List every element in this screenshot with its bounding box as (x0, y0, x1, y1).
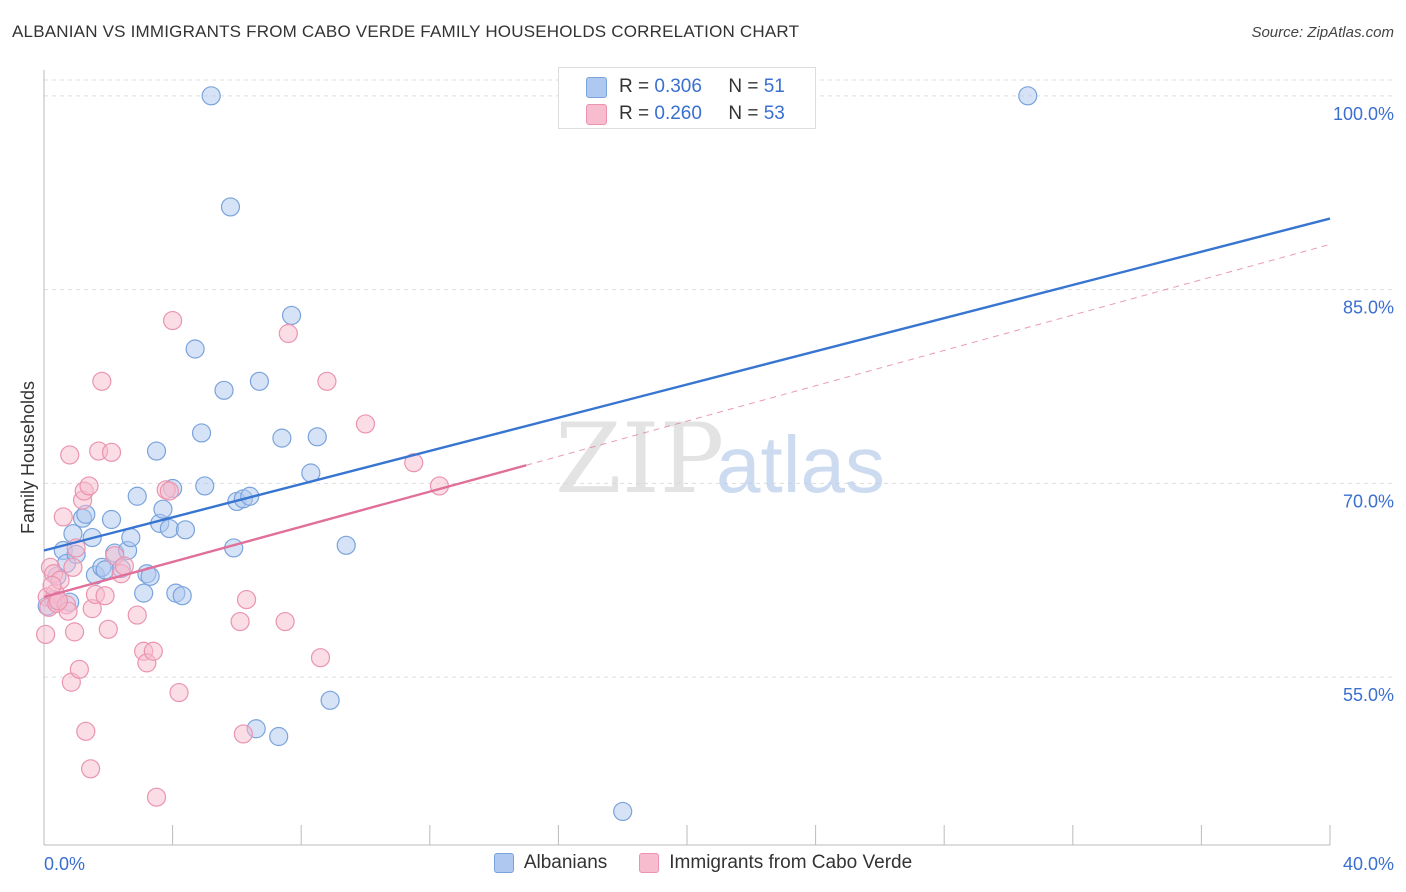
albanians-point (172, 586, 192, 606)
albanians-point (134, 583, 154, 603)
albanians-point (281, 305, 302, 326)
caboverde-point (278, 323, 298, 344)
albanians-point (127, 486, 147, 506)
caboverde-point (92, 371, 112, 391)
caboverde-point (355, 414, 376, 434)
y-tick-label: 70.0% (1343, 491, 1394, 511)
albanians-point (336, 535, 356, 555)
caboverde-point (317, 371, 337, 391)
albanians-r-value: 0.306 (654, 76, 702, 97)
albanians-point (159, 518, 179, 539)
caboverde-point (275, 611, 295, 632)
albanians-point (101, 509, 122, 530)
stats-legend: R = 0.306 N = 51 R = 0.260 N = 53 (558, 67, 816, 129)
caboverde-point (36, 624, 56, 645)
caboverde-point (230, 611, 250, 632)
albanians-point (269, 726, 289, 747)
watermark-zip: ZIP (555, 403, 724, 515)
legend-item-albanians[interactable]: Albanians (493, 852, 608, 874)
caboverde-n-label: N = (728, 103, 759, 124)
caboverde-point (63, 557, 83, 577)
albanians-point (201, 86, 221, 106)
caboverde-point (429, 476, 450, 496)
bottom-legend: Albanians Immigrants from Cabo Verde (0, 852, 1406, 874)
albanians-n-label: N = (728, 76, 759, 97)
albanians-trend-line (43, 217, 1331, 552)
y-tick-label: 85.0% (1343, 298, 1394, 318)
albanians-n-value: 51 (763, 76, 785, 97)
albanians-r-label: R = (619, 76, 650, 97)
y-tick-label: 100.0% (1333, 104, 1394, 124)
albanians-point (195, 476, 215, 496)
legend-label-albanians: Albanians (523, 852, 608, 873)
albanians-point (214, 380, 234, 400)
caboverde-point (60, 445, 80, 465)
caboverde-trend-extension (526, 243, 1331, 466)
caboverde-point (233, 724, 253, 744)
y-axis-label: Family Households (18, 381, 38, 534)
caboverde-point (101, 442, 122, 462)
source-label: Source: ZipAtlas.com (1251, 24, 1394, 41)
caboverde-r-value: 0.260 (654, 103, 702, 124)
caboverde-n-value: 53 (763, 103, 785, 124)
albanians-point (272, 428, 292, 448)
albanians-point (1018, 86, 1038, 106)
caboverde-point (95, 586, 115, 606)
caboverde-point (146, 787, 167, 807)
caboverde-point (53, 507, 73, 527)
albanians-point (121, 527, 141, 548)
caboverde-point (79, 476, 99, 496)
caboverde-point (310, 648, 331, 668)
caboverde-point (81, 759, 101, 779)
caboverde-point (163, 310, 183, 331)
chart-title: ALBANIAN VS IMMIGRANTS FROM CABO VERDE F… (12, 22, 800, 41)
albanians-point (307, 427, 327, 447)
albanians-point (613, 801, 633, 822)
watermark-atlas: atlas (716, 420, 885, 509)
caboverde-r-label: R = (619, 103, 650, 124)
caboverde-swatch (586, 103, 607, 125)
caboverde-point (76, 721, 96, 741)
caboverde-trend-line (43, 464, 527, 599)
albanians-point (191, 423, 212, 443)
caboverde-point (169, 682, 189, 703)
albanians-point (320, 690, 340, 710)
albanians-point (220, 197, 241, 217)
legend-swatch-caboverde (639, 853, 660, 873)
caboverde-point (69, 659, 89, 679)
caboverde-point (98, 619, 118, 639)
albanians-point (249, 371, 270, 391)
caboverde-point (127, 605, 147, 625)
albanians-point (185, 339, 205, 359)
caboverde-point (143, 641, 163, 661)
legend-label-caboverde: Immigrants from Cabo Verde (669, 852, 913, 873)
caboverde-point (159, 481, 179, 501)
y-tick-label: 55.0% (1343, 685, 1394, 705)
caboverde-point (404, 453, 424, 473)
x-tick-label-min: 0.0% (44, 854, 85, 874)
albanians-swatch (586, 76, 607, 98)
caboverde-point (236, 589, 257, 610)
legend-swatch-albanians (493, 853, 514, 873)
legend-item-caboverde[interactable]: Immigrants from Cabo Verde (639, 852, 912, 874)
x-tick-label-max: 40.0% (1343, 854, 1394, 874)
albanians-point (153, 499, 173, 519)
caboverde-point (64, 622, 85, 642)
albanians-point (146, 441, 167, 461)
albanians-point (175, 520, 196, 540)
